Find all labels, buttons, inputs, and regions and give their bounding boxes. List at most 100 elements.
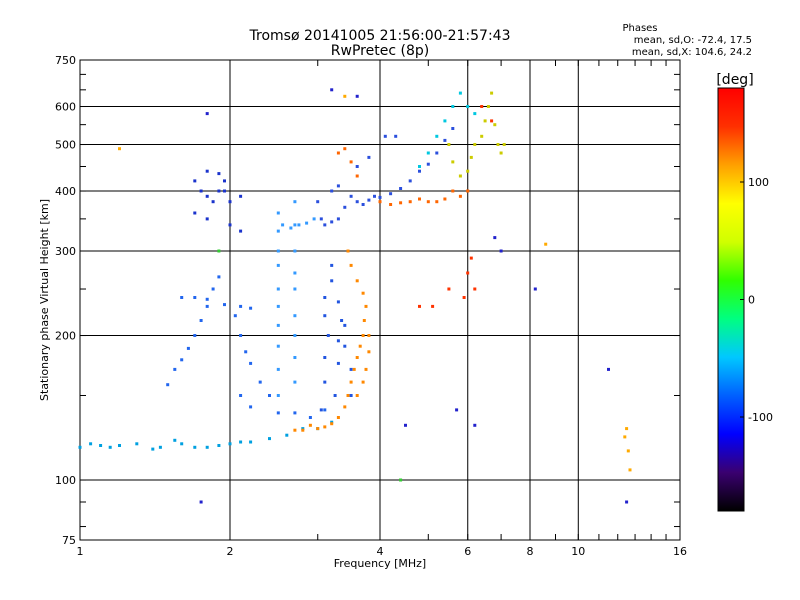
data-point xyxy=(533,287,537,291)
x-tick-labels: 1 2 4 6 8 10 16 xyxy=(77,545,688,558)
data-point xyxy=(217,249,221,253)
data-point xyxy=(469,256,473,260)
data-point xyxy=(473,112,477,116)
data-point xyxy=(205,297,209,301)
data-point xyxy=(418,169,421,173)
data-point xyxy=(399,201,403,205)
data-point xyxy=(323,223,327,227)
x-tick-label: 6 xyxy=(464,545,471,558)
data-point xyxy=(355,174,359,178)
chart-title: Tromsø 20141005 21:56:00-21:57:43 xyxy=(249,28,511,44)
data-point xyxy=(499,249,503,253)
data-point xyxy=(293,200,297,204)
data-point xyxy=(349,367,353,371)
data-point xyxy=(355,94,359,98)
data-point xyxy=(276,323,280,327)
data-point xyxy=(205,304,209,308)
data-point xyxy=(199,500,203,504)
data-point xyxy=(466,105,470,108)
data-point xyxy=(466,189,470,193)
data-point xyxy=(447,287,451,291)
data-point xyxy=(108,445,112,449)
data-point xyxy=(223,189,226,193)
data-point xyxy=(499,151,503,155)
y-tick-labels: 75 100 200 300 400 500 600 750 xyxy=(55,54,76,547)
data-point xyxy=(623,435,627,439)
data-point xyxy=(239,304,243,308)
data-point xyxy=(118,444,121,447)
data-point xyxy=(349,394,353,397)
data-point xyxy=(276,249,280,253)
data-point xyxy=(193,296,197,299)
data-point xyxy=(308,423,312,427)
x-tick-label: 16 xyxy=(673,545,687,558)
data-point xyxy=(364,304,368,308)
data-point xyxy=(330,422,334,426)
data-point xyxy=(268,437,271,441)
data-point xyxy=(466,271,470,275)
data-point xyxy=(340,319,344,322)
colorbar-label: [deg] xyxy=(716,72,753,88)
data-point xyxy=(355,279,359,283)
data-point xyxy=(626,449,630,453)
data-point xyxy=(435,134,439,138)
data-point xyxy=(480,105,484,108)
data-point xyxy=(239,394,243,397)
x-tick-label: 8 xyxy=(527,545,534,558)
data-point xyxy=(361,291,365,295)
data-point xyxy=(293,334,297,337)
grid-lines xyxy=(80,60,680,540)
data-point xyxy=(205,445,209,449)
data-point xyxy=(193,334,197,337)
data-point xyxy=(323,408,327,412)
y-tick-label: 300 xyxy=(55,245,76,258)
data-point xyxy=(431,304,435,308)
data-point xyxy=(483,119,487,123)
data-point xyxy=(297,223,301,227)
data-point xyxy=(323,425,327,429)
data-point xyxy=(211,200,215,204)
data-point xyxy=(199,189,203,193)
data-point xyxy=(333,394,337,397)
data-point xyxy=(349,263,353,267)
data-point xyxy=(469,155,473,159)
data-point xyxy=(217,275,221,279)
data-point xyxy=(193,211,197,215)
data-point xyxy=(217,172,221,176)
data-point xyxy=(367,350,371,354)
data-point xyxy=(158,445,162,449)
data-point xyxy=(330,279,334,283)
data-point xyxy=(408,200,412,204)
data-point xyxy=(408,179,412,183)
data-point xyxy=(496,143,500,146)
data-point xyxy=(323,356,327,359)
data-point xyxy=(173,367,177,371)
colorbar-ticks: 100 0 -100 xyxy=(740,176,773,424)
data-point xyxy=(118,147,121,151)
data-point xyxy=(193,179,197,183)
data-point xyxy=(349,380,353,384)
data-point xyxy=(308,416,312,419)
colorbar-tick-label: -100 xyxy=(748,411,773,424)
data-point xyxy=(173,438,177,442)
data-point xyxy=(343,323,347,327)
data-point xyxy=(323,380,327,384)
data-point xyxy=(451,189,455,193)
data-point xyxy=(249,306,253,310)
x-tick-label: 2 xyxy=(227,545,234,558)
data-point xyxy=(378,195,382,199)
data-point xyxy=(323,296,327,299)
data-point xyxy=(426,200,430,204)
data-point xyxy=(458,194,462,198)
data-point xyxy=(330,263,334,267)
data-point xyxy=(346,394,350,397)
data-point xyxy=(447,143,451,146)
data-point xyxy=(426,162,430,166)
data-point xyxy=(336,151,340,155)
data-point xyxy=(443,197,447,201)
data-point xyxy=(276,394,280,397)
data-point xyxy=(135,442,139,446)
data-point xyxy=(343,405,347,409)
data-point xyxy=(276,229,280,233)
